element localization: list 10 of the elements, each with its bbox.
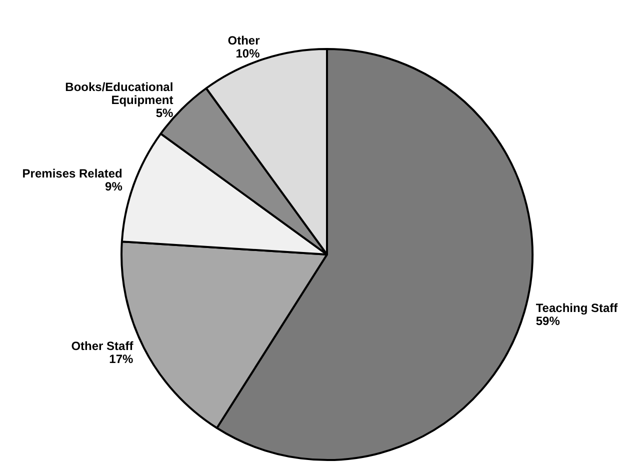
- data-label: 59%: [536, 314, 560, 328]
- data-label: 5%: [156, 106, 174, 120]
- slice-label: Premises Related: [22, 166, 122, 181]
- slice-label: Teaching Staff: [536, 300, 619, 315]
- slice-label: Other: [228, 33, 260, 48]
- data-label: 10%: [236, 46, 260, 60]
- data-label: 9%: [105, 180, 123, 194]
- slice-label: Other Staff: [71, 339, 134, 354]
- slice-label: Books/Educational Equipment: [65, 80, 174, 108]
- data-label: 17%: [109, 352, 134, 366]
